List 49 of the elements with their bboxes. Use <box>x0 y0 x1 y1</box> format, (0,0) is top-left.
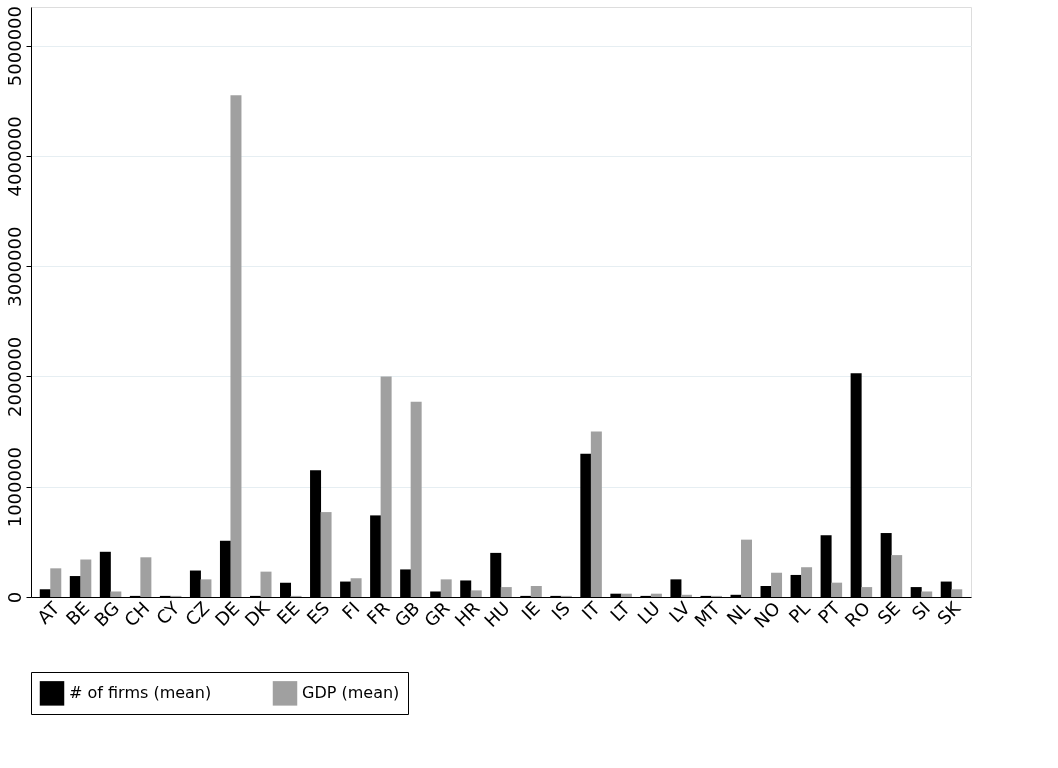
bar <box>891 555 903 597</box>
x-tick-label: AT <box>32 596 64 628</box>
legend-label: GDP (mean) <box>302 683 400 703</box>
bar <box>741 539 753 597</box>
bar <box>771 572 783 597</box>
bar <box>921 591 933 597</box>
bar <box>590 431 602 597</box>
bar <box>80 559 92 597</box>
legend-label: # of firms (mean) <box>69 683 212 703</box>
x-tick-label: NL <box>722 597 754 629</box>
y-tick-label: 5000000 <box>3 6 25 87</box>
bar <box>320 512 332 597</box>
bar <box>260 571 272 597</box>
bar <box>50 568 62 597</box>
x-tick-label: IE <box>517 597 544 625</box>
bar <box>530 585 542 597</box>
y-tick-label: 1000000 <box>3 447 25 528</box>
x-tick-label: SE <box>873 597 905 629</box>
x-tick-label: ES <box>302 597 334 629</box>
bar <box>650 593 662 597</box>
y-tick-label: 2000000 <box>3 336 25 418</box>
bar <box>680 594 692 597</box>
x-tick-label: EE <box>272 597 304 629</box>
bar <box>861 587 873 597</box>
bar <box>140 557 152 597</box>
y-tick-label: 0 <box>3 591 25 604</box>
bar <box>470 590 482 597</box>
bar <box>440 579 452 597</box>
bar <box>110 591 122 597</box>
bar <box>951 589 963 597</box>
x-tick-label: LU <box>633 597 664 629</box>
x-tick-label: PL <box>784 597 815 627</box>
bar <box>350 578 362 597</box>
bar <box>410 401 422 597</box>
bar <box>801 567 813 597</box>
bar <box>230 95 242 597</box>
bar <box>200 579 212 597</box>
y-tick-label: 3000000 <box>3 226 25 307</box>
y-tick-label: 4000000 <box>3 116 25 197</box>
bar <box>500 587 512 597</box>
bar <box>380 376 392 597</box>
x-tick-label: FI <box>337 597 364 624</box>
x-tick-label: IT <box>577 596 605 624</box>
bar <box>831 582 843 597</box>
x-tick-label: SK <box>932 596 966 629</box>
x-tick-label: LT <box>605 596 635 626</box>
x-tick-label: IS <box>547 597 574 625</box>
x-tick-label: SI <box>907 597 935 625</box>
bar <box>620 593 632 597</box>
